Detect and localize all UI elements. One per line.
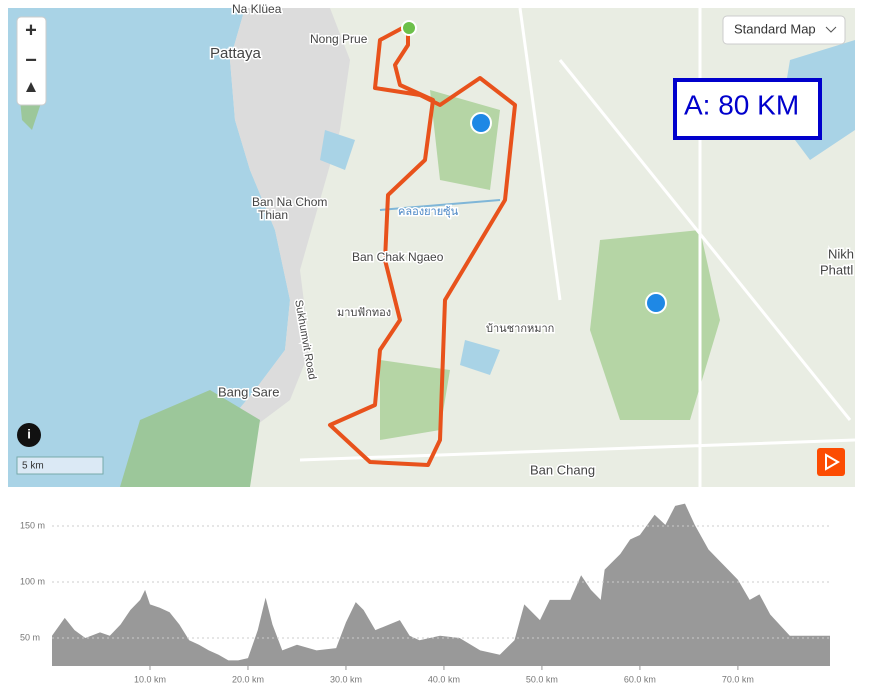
zoom-out[interactable]: −	[25, 49, 37, 71]
dropdown-icon	[825, 26, 837, 33]
forest	[120, 390, 260, 487]
lake	[320, 130, 355, 170]
poi-marker[interactable]	[470, 112, 492, 134]
compass[interactable]	[26, 82, 36, 92]
place-label: Ban Chang	[530, 462, 595, 477]
x-tick-label: 10.0 km	[134, 674, 166, 684]
info-button[interactable]	[17, 423, 41, 447]
map-style-label: Standard Map	[734, 21, 816, 36]
place-label: Thian	[258, 208, 288, 222]
zoom-in[interactable]: +	[25, 19, 37, 41]
scale-label: 5 km	[22, 461, 44, 472]
place-label: Bang Sare	[218, 384, 279, 399]
x-tick-label: 50.0 km	[526, 674, 558, 684]
zoom-panel	[16, 16, 47, 106]
scale-bar	[16, 456, 104, 475]
play-icon	[825, 453, 840, 471]
flyby-button[interactable]	[817, 448, 845, 476]
x-tick-label: 40.0 km	[428, 674, 460, 684]
x-tick-label: 20.0 km	[232, 674, 264, 684]
x-tick-label: 30.0 km	[330, 674, 362, 684]
zoom-controls: + −	[16, 16, 47, 106]
badge: A: 80 KM	[684, 89, 799, 120]
route	[328, 23, 517, 467]
y-tick-label: 50 m	[20, 632, 40, 642]
elevation-area	[52, 503, 830, 666]
river	[379, 199, 501, 211]
place-label: Ban Chak Ngaeo	[352, 250, 444, 264]
place-label: Pattaya	[210, 45, 262, 62]
x-tick-label: 60.0 km	[624, 674, 656, 684]
forest	[590, 230, 720, 420]
x-tick-label: 70.0 km	[722, 674, 754, 684]
sea	[8, 8, 290, 487]
place-label: Phattl	[820, 262, 853, 277]
info-icon: i	[27, 426, 31, 441]
forest	[380, 360, 450, 440]
elevation-profile: 50 m 100 m 150 m 10.0 km 20.0 km 30.0 km 40.0 …	[20, 503, 830, 684]
map-style-select[interactable]	[722, 15, 846, 45]
road	[299, 7, 856, 487]
urban	[230, 8, 350, 430]
place-label: มาบฟักทอง	[337, 307, 391, 319]
map: Na Klüea Nong Prue Pattaya Ban Na Chom T…	[8, 1, 856, 487]
place-label: Nikh	[828, 246, 854, 261]
y-tick-label: 150 m	[20, 520, 45, 530]
start-marker	[401, 20, 417, 36]
place-label: Ban Na Chom	[252, 195, 327, 209]
y-tick-label: 100 m	[20, 576, 45, 586]
place-label: Nong Prue	[310, 32, 368, 46]
poi-marker[interactable]	[645, 292, 667, 314]
badge-box	[673, 78, 822, 140]
place-label: บ้านชากหมาก	[486, 323, 554, 335]
river-label: คลองยายซุ้น	[398, 206, 459, 218]
place-label: Na Klüea	[232, 2, 282, 16]
lake	[460, 340, 500, 375]
